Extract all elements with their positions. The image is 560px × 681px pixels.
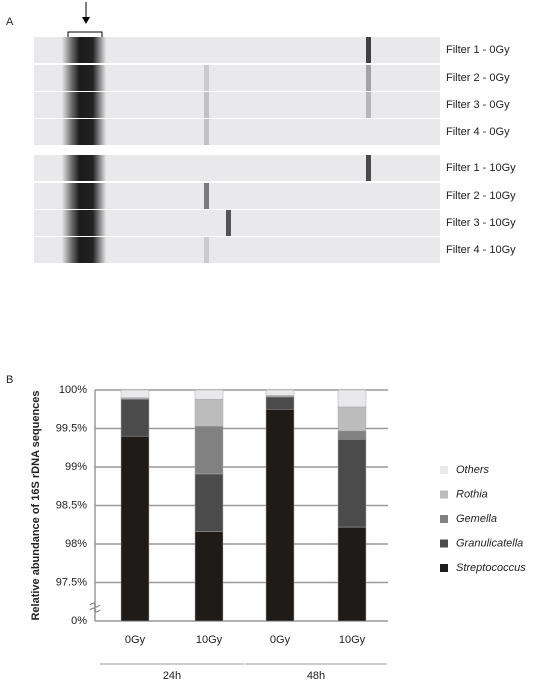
lane-label: Filter 1 - 10Gy: [446, 162, 516, 174]
bar-segment: [194, 531, 224, 622]
legend-label: Granulicatella: [456, 537, 523, 549]
gel-band: [62, 119, 106, 145]
panel-label: A: [6, 16, 14, 28]
bar-segment: [337, 430, 367, 440]
gel-band: [366, 92, 371, 118]
bar-segment: [337, 406, 367, 432]
bar-segment: [194, 389, 224, 400]
bar-segment: [265, 409, 295, 622]
bar-segment: [337, 389, 367, 408]
bar-segment: [120, 389, 150, 398]
y-tick-label: 99.5%: [56, 422, 87, 434]
gel-band: [366, 155, 371, 181]
bar-segment: [194, 425, 224, 475]
lane-label: Filter 3 - 10Gy: [446, 217, 516, 229]
gel-band: [366, 65, 371, 91]
y-axis-label: Relative abundance of 16S rDNA sequences: [30, 390, 42, 620]
y-tick-label: 98%: [65, 538, 87, 550]
panel-label: B: [6, 374, 13, 386]
gel-band: [204, 92, 209, 118]
lane-label: Filter 3 - 0Gy: [446, 99, 510, 111]
legend-label: Rothia: [456, 488, 488, 500]
x-tick-label: 10Gy: [196, 634, 223, 646]
bar-segment: [194, 398, 224, 427]
gel-band: [62, 92, 106, 118]
y-tick-label: 100%: [59, 384, 87, 396]
group-label: 48h: [307, 670, 325, 681]
gel-band: [62, 37, 106, 63]
x-tick-label: 10Gy: [339, 634, 366, 646]
y-tick-label: 97.5%: [56, 576, 87, 588]
gel-band: [62, 65, 106, 91]
lane-label: Filter 4 - 10Gy: [446, 244, 516, 256]
lane-label: Filter 4 - 0Gy: [446, 126, 510, 138]
gel-band: [204, 119, 209, 145]
lane-label: Filter 1 - 0Gy: [446, 44, 510, 56]
gel-band: [204, 237, 209, 263]
gel-band: [366, 37, 371, 63]
lane-label: Filter 2 - 10Gy: [446, 190, 516, 202]
gel-band: [62, 237, 106, 263]
legend-label: Streptococcus: [456, 562, 526, 574]
gel-band: [62, 155, 106, 181]
legend-label: Others: [456, 464, 490, 476]
arrow-head: [82, 17, 90, 24]
gel-band: [204, 65, 209, 91]
bar-segment: [337, 526, 367, 622]
bracket: [67, 31, 103, 38]
lane-label: Filter 2 - 0Gy: [446, 72, 510, 84]
legend-swatch: [440, 539, 448, 548]
legend-swatch: [440, 515, 448, 523]
bar-segment: [194, 473, 224, 532]
x-tick-label: 0Gy: [270, 634, 291, 646]
y-tick-label: 0%: [71, 615, 87, 627]
legend-label: Gemella: [456, 513, 497, 525]
bar-segment: [120, 398, 150, 437]
bar-segment: [265, 389, 295, 396]
gel-band: [204, 183, 209, 209]
gel-band: [62, 183, 106, 209]
bar-segment: [120, 435, 150, 622]
bar-segment: [337, 439, 367, 528]
bar-segment: [265, 396, 295, 410]
axis-break: [89, 602, 101, 613]
legend-swatch: [440, 564, 448, 572]
legend-swatch: [440, 466, 448, 474]
gel-band: [226, 210, 231, 236]
gel-band: [62, 210, 106, 236]
legend-swatch: [440, 490, 448, 499]
y-tick-label: 98.5%: [56, 499, 87, 511]
y-tick-label: 99%: [65, 461, 87, 473]
group-label: 24h: [163, 670, 181, 681]
x-tick-label: 0Gy: [125, 634, 146, 646]
gel: [34, 37, 440, 263]
